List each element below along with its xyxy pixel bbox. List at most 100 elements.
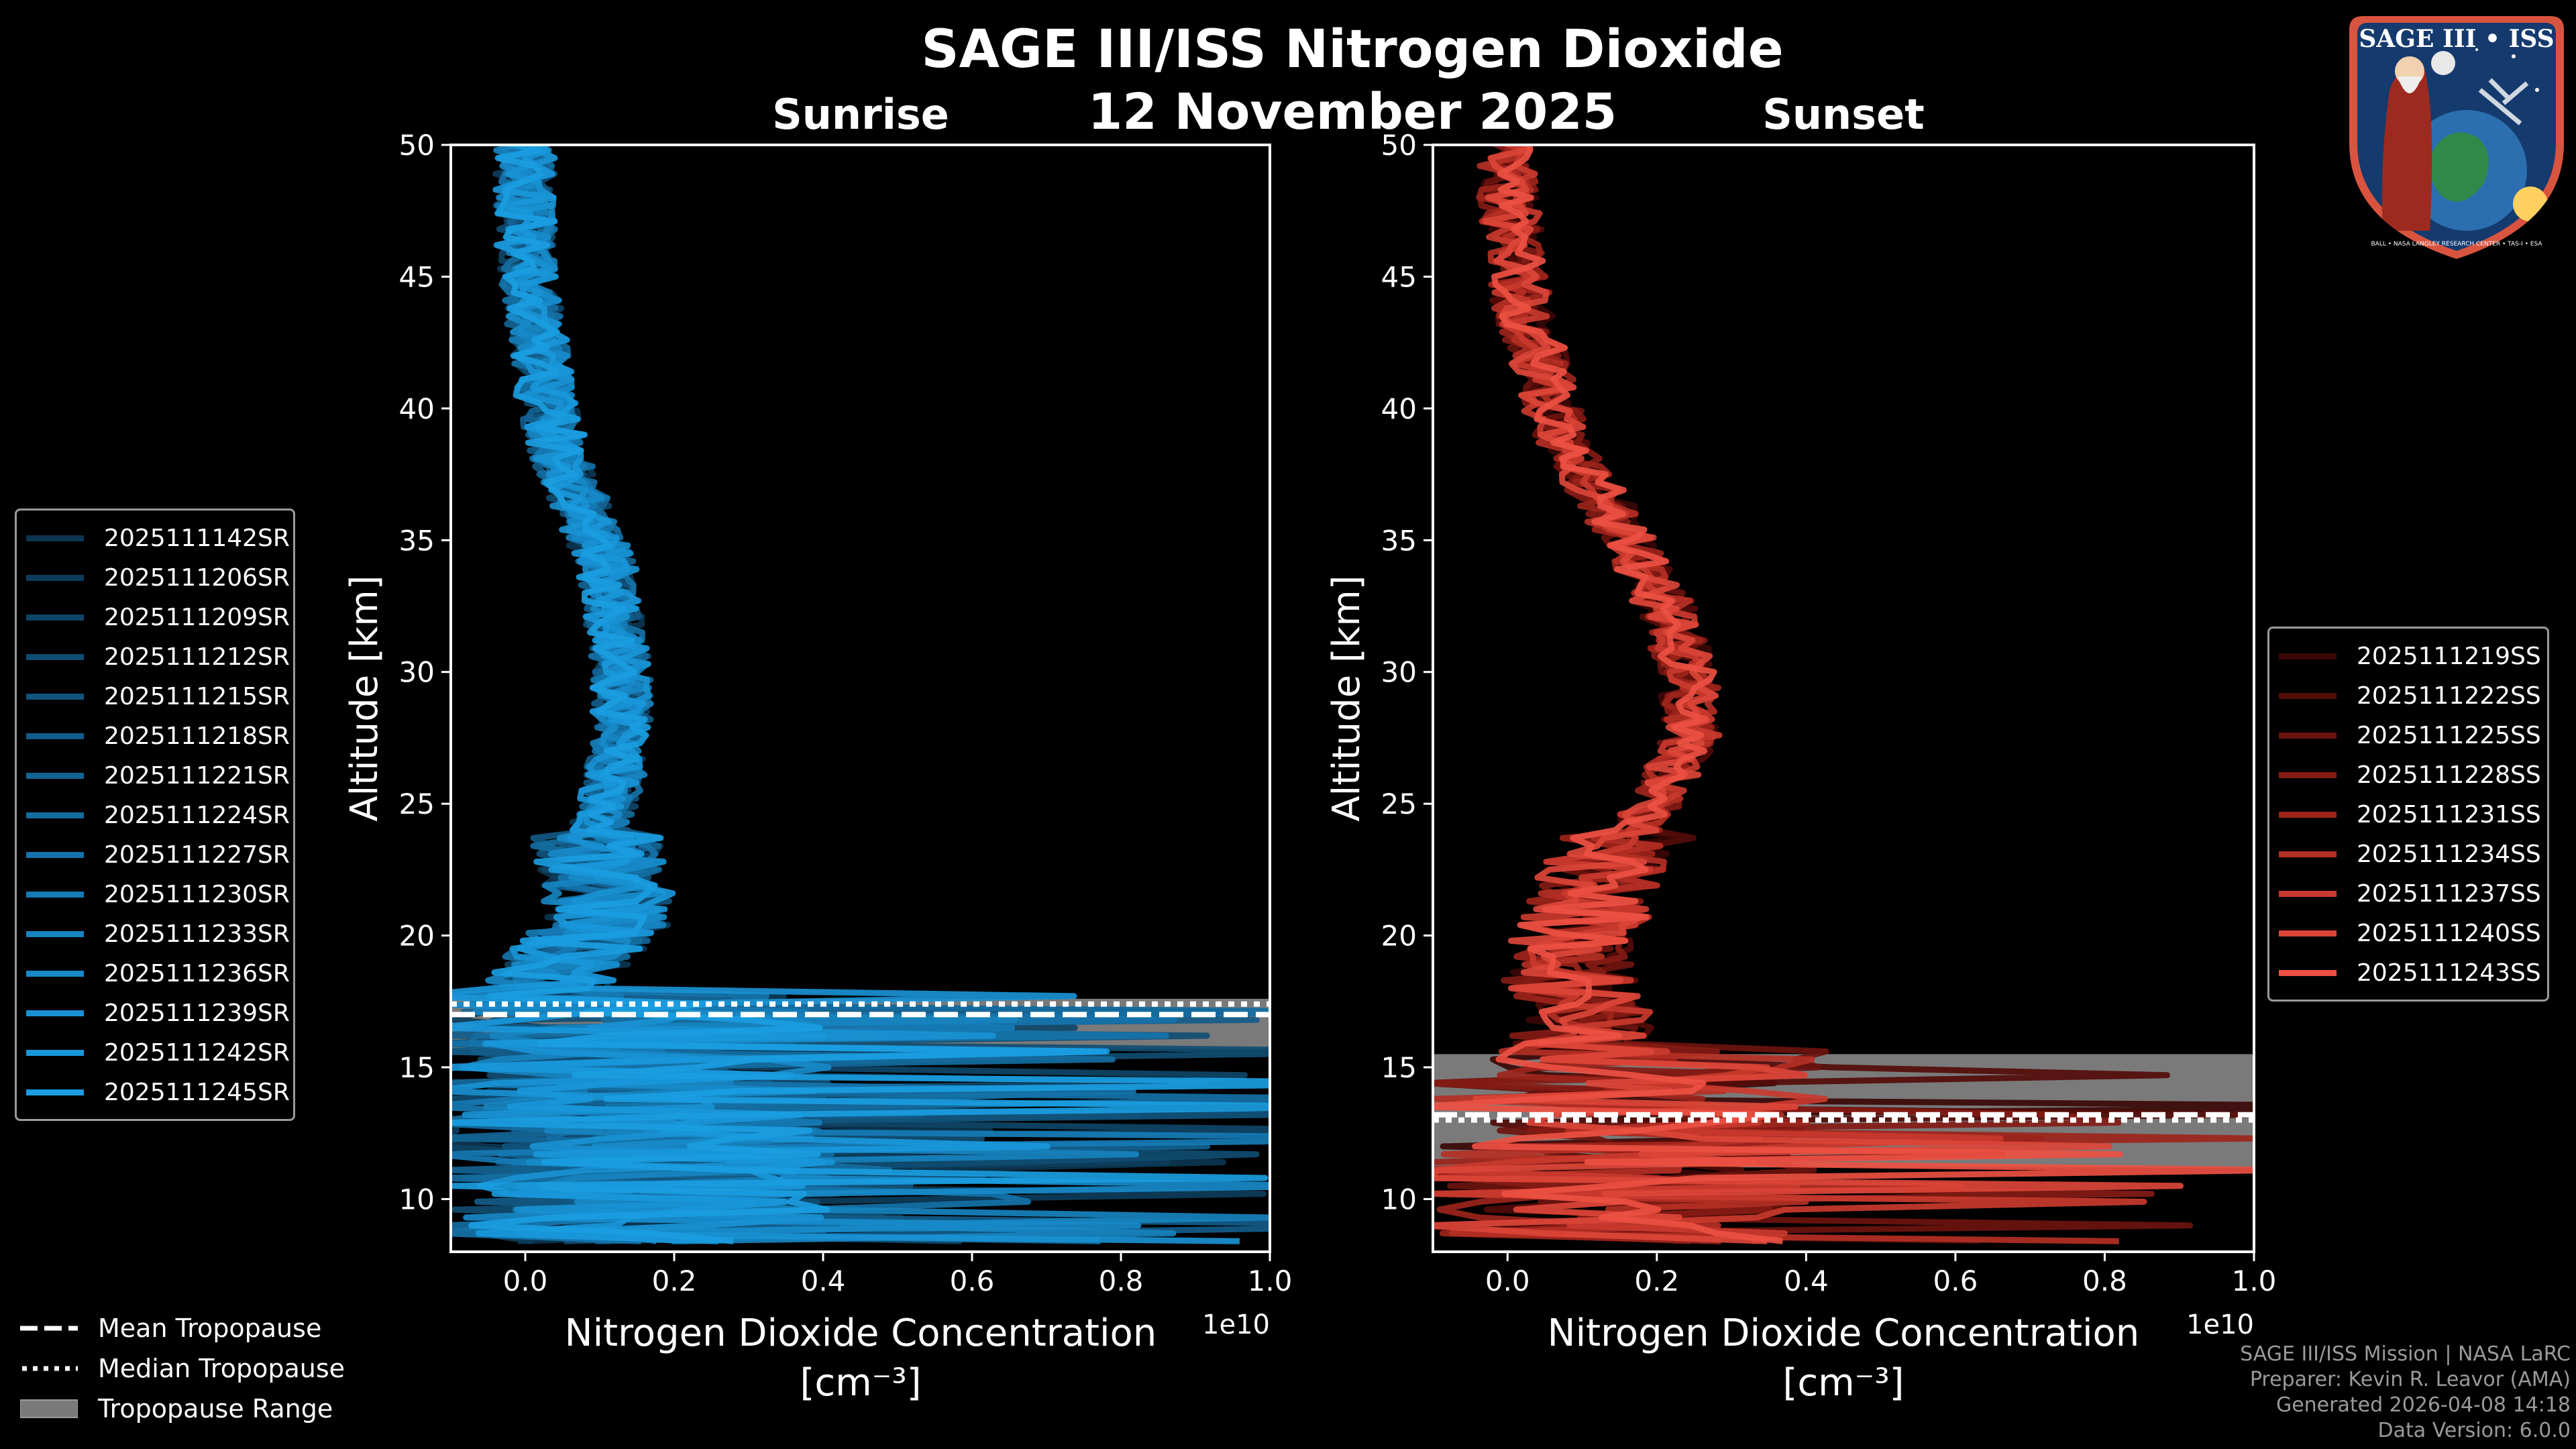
median-tropopause-label: Median Tropopause xyxy=(98,1354,345,1383)
legend-swatch xyxy=(2279,851,2337,857)
sunrise-panel: 0.0 0.2 0.4 0.6 0.8 1.0 10 15 20 25 30 35 40 45 50 1e10… xyxy=(343,129,1293,1405)
legend-label: 2025111219SS xyxy=(2357,643,2541,670)
legend-swatch xyxy=(2279,693,2337,699)
legend-label: 2025111234SS xyxy=(2357,841,2541,868)
sunrise-legend: 2025111142SR 2025111206SR 2025111209SR 2025… xyxy=(15,508,295,1121)
legend-swatch xyxy=(26,892,84,898)
legend-label: 2025111236SR xyxy=(104,960,290,987)
x-tick-label: 0.8 xyxy=(2082,1265,2127,1297)
x-axis-unit: [cm⁻³] xyxy=(800,1361,921,1405)
y-tick-label: 40 xyxy=(399,392,435,425)
legend-swatch xyxy=(26,694,84,700)
y-tick-label: 15 xyxy=(399,1051,435,1084)
legend-item: 2025111219SS xyxy=(2279,637,2541,676)
y-tick-label: 20 xyxy=(399,920,435,953)
x-offset-label: 1e10 xyxy=(1202,1309,1270,1340)
y-tick-label: 25 xyxy=(399,788,435,820)
legend-swatch xyxy=(2279,653,2337,659)
tropopause-range-legend-item: Tropopause Range xyxy=(19,1389,345,1429)
legend-label: 2025111231SS xyxy=(2357,801,2541,828)
legend-swatch xyxy=(26,1089,84,1095)
legend-item: 2025111209SR xyxy=(26,598,290,637)
legend-item: 2025111228SS xyxy=(2279,755,2541,795)
figure-date: 12 November 2025 xyxy=(1088,83,1617,141)
footer-generated: Generated 2026-04-08 14:18 xyxy=(2275,1393,2571,1417)
legend-label: 2025111222SS xyxy=(2357,682,2541,710)
legend-label: 2025111227SR xyxy=(104,841,290,869)
mean-tropopause-legend-item: Mean Tropopause xyxy=(20,1308,345,1348)
legend-item: 2025111222SS xyxy=(2279,676,2541,716)
legend-item: 2025111221SR xyxy=(26,756,290,796)
legend-swatch xyxy=(2279,772,2337,778)
legend-item: 2025111212SR xyxy=(26,637,290,677)
legend-label: 2025111242SR xyxy=(104,1039,290,1067)
x-tick-label: 0.2 xyxy=(652,1265,697,1297)
logo-ring-text: BALL • NASA LANGLEY RESEARCH CENTER • TA… xyxy=(2371,241,2542,248)
legend-label: 2025111228SS xyxy=(2357,761,2541,789)
legend-swatch xyxy=(2279,930,2337,936)
y-tick-label: 30 xyxy=(1381,656,1417,689)
legend-label: 2025111233SR xyxy=(104,920,290,948)
legend-item: 2025111215SR xyxy=(26,677,290,716)
legend-swatch xyxy=(2279,733,2337,739)
y-tick-label: 45 xyxy=(399,260,435,293)
sunrise-subtitle: Sunrise xyxy=(772,90,949,139)
legend-item: 2025111234SS xyxy=(2279,835,2541,874)
legend-label: 2025111240SS xyxy=(2357,920,2541,947)
legend-item: 2025111231SS xyxy=(2279,795,2541,835)
legend-swatch xyxy=(2279,970,2337,976)
footer-mission: SAGE III/ISS Mission | NASA LaRC xyxy=(2240,1342,2571,1366)
legend-item: 2025111227SR xyxy=(26,835,290,875)
x-tick-label: 0.6 xyxy=(950,1265,995,1297)
x-offset-label: 1e10 xyxy=(2186,1309,2254,1340)
median-tropopause-legend-item: Median Tropopause xyxy=(20,1348,345,1389)
legend-item: 2025111218SR xyxy=(26,716,290,756)
legend-label: 2025111142SR xyxy=(104,525,290,552)
y-tick-label: 15 xyxy=(1381,1051,1417,1084)
legend-swatch xyxy=(2279,812,2337,818)
legend-swatch xyxy=(26,812,84,818)
sunset-panel: 0.0 0.2 0.4 0.6 0.8 1.0 10 15 20 25 30 35 40 45 50 1e10… xyxy=(1325,129,2276,1405)
x-tick-label: 1.0 xyxy=(1248,1265,1293,1297)
y-tick-label: 25 xyxy=(1381,788,1417,820)
tropopause-range-label: Tropopause Range xyxy=(98,1394,333,1424)
legend-swatch xyxy=(2279,891,2337,897)
profile-line-2025111233SR xyxy=(460,145,1270,1244)
legend-item: 2025111224SR xyxy=(26,796,290,835)
x-tick-label: 0.6 xyxy=(1933,1265,1978,1297)
legend-label: 2025111243SS xyxy=(2357,959,2541,987)
x-axis-label: Nitrogen Dioxide Concentration xyxy=(1548,1311,2140,1355)
legend-label: 2025111218SR xyxy=(104,722,290,750)
figure-title: SAGE III/ISS Nitrogen Dioxide xyxy=(921,19,1783,80)
legend-swatch xyxy=(26,1010,84,1016)
legend-item: 2025111242SR xyxy=(26,1033,290,1073)
x-axis-label: Nitrogen Dioxide Concentration xyxy=(565,1311,1157,1355)
legend-label: 2025111221SR xyxy=(104,762,290,790)
dashed-line-swatch xyxy=(20,1318,78,1338)
x-tick-label: 0.0 xyxy=(503,1265,548,1297)
x-tick-label: 0.2 xyxy=(1634,1265,1679,1297)
legend-item: 2025111245SR xyxy=(26,1073,290,1112)
y-tick-label: 10 xyxy=(1381,1183,1417,1216)
legend-swatch xyxy=(26,733,84,739)
y-tick-label: 50 xyxy=(1381,129,1417,162)
footer-preparer: Preparer: Kevin R. Leavor (AMA) xyxy=(2249,1368,2571,1391)
legend-item: 2025111233SR xyxy=(26,914,290,954)
y-tick-label: 35 xyxy=(1381,524,1417,557)
y-axis-label: Altitude [km] xyxy=(343,575,386,821)
sunset-subtitle: Sunset xyxy=(1762,90,1925,139)
legend-label: 2025111237SS xyxy=(2357,880,2541,908)
y-axis-label: Altitude [km] xyxy=(1325,575,1368,821)
dotted-line-swatch xyxy=(20,1358,78,1379)
legend-label: 2025111230SR xyxy=(104,881,290,908)
legend-item: 2025111225SS xyxy=(2279,716,2541,755)
logo-top-text: SAGE III • ISS xyxy=(2359,25,2554,53)
x-axis-unit: [cm⁻³] xyxy=(1782,1361,1904,1405)
legend-swatch xyxy=(26,773,84,779)
legend-label: 2025111224SR xyxy=(104,802,290,829)
axes-frame xyxy=(1432,144,2255,1253)
x-tick-label: 0.8 xyxy=(1099,1265,1144,1297)
y-tick-label: 40 xyxy=(1381,392,1417,425)
y-tick-label: 50 xyxy=(399,129,435,162)
